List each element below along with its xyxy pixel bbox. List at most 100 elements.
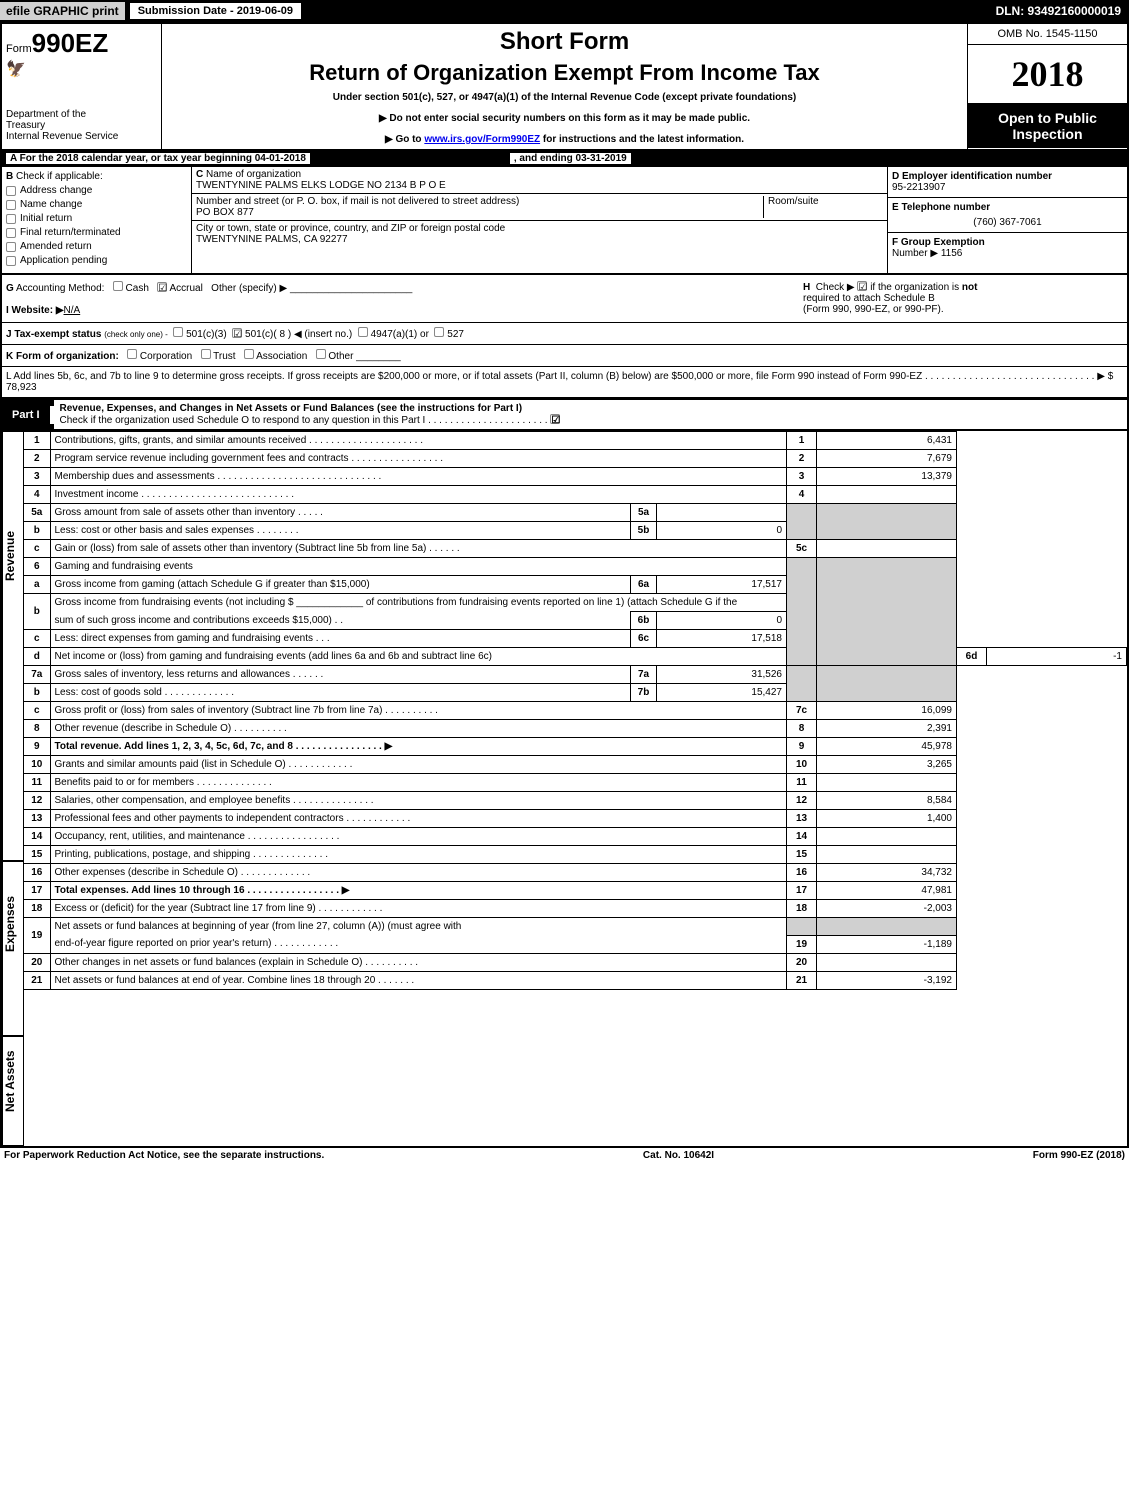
line-13: 13Professional fees and other payments t… xyxy=(24,810,1127,828)
line-18: 18Excess or (deficit) for the year (Subt… xyxy=(24,900,1127,918)
cash-label: Cash xyxy=(126,283,149,294)
line-14: 14Occupancy, rent, utilities, and mainte… xyxy=(24,828,1127,846)
k-other: Other xyxy=(328,351,353,362)
line-10: 10Grants and similar amounts paid (list … xyxy=(24,756,1127,774)
tax-year: 2018 xyxy=(968,45,1127,104)
header-left: Form990EZ 🦅 Department of the Treasury I… xyxy=(2,24,162,149)
line-4: 4Investment income . . . . . . . . . . .… xyxy=(24,486,1127,504)
dept-label-3: Internal Revenue Service xyxy=(6,131,157,142)
do-not-enter-text: Do not enter social security numbers on … xyxy=(389,113,750,124)
h-text1: if the organization is xyxy=(870,282,962,293)
h-not: not xyxy=(962,282,978,293)
website-value: N/A xyxy=(64,305,81,316)
part-1-label: Part I xyxy=(2,406,54,424)
l-text: L Add lines 5b, 6c, and 7b to line 9 to … xyxy=(6,371,1105,382)
line-3: 3Membership dues and assessments . . . .… xyxy=(24,468,1127,486)
section-l: L Add lines 5b, 6c, and 7b to line 9 to … xyxy=(2,367,1127,398)
section-h: H Check ▶ ☑ if the organization is not r… xyxy=(803,281,1123,316)
amended-return-checkbox[interactable] xyxy=(6,242,16,252)
name-change-label: Name change xyxy=(20,199,82,210)
i-label: I Website: ▶ xyxy=(6,305,64,316)
application-pending-checkbox[interactable] xyxy=(6,256,16,266)
line-1: 1Contributions, gifts, grants, and simil… xyxy=(24,432,1127,450)
j-4947-checkbox[interactable] xyxy=(358,327,368,337)
j-o3: 4947(a)(1) or xyxy=(371,329,429,340)
city-label: City or town, state or province, country… xyxy=(196,223,505,234)
h-check-label: Check ▶ xyxy=(816,282,855,293)
g-label: G xyxy=(6,283,14,294)
k-trust-checkbox[interactable] xyxy=(201,349,211,359)
h-label: H xyxy=(803,282,810,293)
addr-label: Number and street (or P. O. box, if mail… xyxy=(196,196,519,207)
accrual-checkbox[interactable]: ☑ xyxy=(157,282,167,292)
j-label: J Tax-exempt status xyxy=(6,329,101,340)
section-a-text: A For the 2018 calendar year, or tax yea… xyxy=(6,153,310,164)
section-a-end: , and ending 03-31-2019 xyxy=(510,153,631,164)
city-value: TWENTYNINE PALMS, CA 92277 xyxy=(196,234,348,245)
line-6: 6Gaming and fundraising events xyxy=(24,558,1127,576)
section-k: K Form of organization: Corporation Trus… xyxy=(2,345,1127,367)
j-501c-checkbox[interactable]: ☑ xyxy=(232,328,242,338)
k-other-checkbox[interactable] xyxy=(316,349,326,359)
arrow-text-1: ▶ Do not enter social security numbers o… xyxy=(172,113,957,124)
submission-date-label: Submission Date - 2019-06-09 xyxy=(129,2,302,20)
org-name: TWENTYNINE PALMS ELKS LODGE NO 2134 B P … xyxy=(196,180,446,191)
cash-checkbox[interactable] xyxy=(113,281,123,291)
k-assoc-checkbox[interactable] xyxy=(244,349,254,359)
check-if-label: Check if applicable: xyxy=(16,171,103,182)
top-bar: efile GRAPHIC print Submission Date - 20… xyxy=(0,0,1129,22)
h-checkbox[interactable]: ☑ xyxy=(857,281,867,291)
name-change-checkbox[interactable] xyxy=(6,200,16,210)
header-center: Short Form Return of Organization Exempt… xyxy=(162,24,967,149)
part-1-header: Part I Revenue, Expenses, and Changes in… xyxy=(2,398,1127,431)
f-label2: Number xyxy=(892,248,930,259)
j-501c3-checkbox[interactable] xyxy=(173,327,183,337)
part-1-title: Revenue, Expenses, and Changes in Net As… xyxy=(60,403,523,414)
line-19-1: 19Net assets or fund balances at beginni… xyxy=(24,918,1127,936)
dept-label-2: Treasury xyxy=(6,120,157,131)
irs-link[interactable]: www.irs.gov/Form990EZ xyxy=(424,134,540,145)
h-text2: required to attach Schedule B xyxy=(803,293,935,304)
k-corp-checkbox[interactable] xyxy=(127,349,137,359)
short-form-title: Short Form xyxy=(172,28,957,56)
c-label: C xyxy=(196,169,203,180)
form-header: Form990EZ 🦅 Department of the Treasury I… xyxy=(2,24,1127,151)
accrual-label: Accrual xyxy=(169,283,202,294)
name-of-org-label: Name of organization xyxy=(206,169,301,180)
revenue-label: Revenue xyxy=(2,431,24,861)
return-title: Return of Organization Exempt From Incom… xyxy=(172,60,957,86)
part1-schedule-o-checkbox[interactable]: ☑ xyxy=(550,414,560,424)
line-17: 17Total expenses. Add lines 10 through 1… xyxy=(24,882,1127,900)
k-assoc: Association xyxy=(256,351,307,362)
line-6b-1: bGross income from fundraising events (n… xyxy=(24,594,1127,612)
addr-value: PO BOX 877 xyxy=(196,207,254,218)
line-6b-2: sum of such gross income and contributio… xyxy=(24,612,1127,630)
part-1-title-block: Revenue, Expenses, and Changes in Net As… xyxy=(54,398,1127,431)
line-8: 8Other revenue (describe in Schedule O) … xyxy=(24,720,1127,738)
header-right: OMB No. 1545-1150 2018 Open to Public In… xyxy=(967,24,1127,149)
section-def: D Employer identification number 95-2213… xyxy=(887,167,1127,273)
amended-return-label: Amended return xyxy=(20,241,92,252)
line-15: 15Printing, publications, postage, and s… xyxy=(24,846,1127,864)
k-label: K Form of organization: xyxy=(6,351,119,362)
form-prefix: Form xyxy=(6,43,32,55)
final-return-checkbox[interactable] xyxy=(6,228,16,238)
initial-return-label: Initial return xyxy=(20,213,72,224)
f-label1: F Group Exemption xyxy=(892,237,985,248)
line-12: 12Salaries, other compensation, and empl… xyxy=(24,792,1127,810)
subtitle: Under section 501(c), 527, or 4947(a)(1)… xyxy=(172,92,957,103)
d-label: D Employer identification number xyxy=(892,171,1052,182)
line-5a: 5aGross amount from sale of assets other… xyxy=(24,504,1127,522)
irs-eagle-icon: 🦅 xyxy=(6,59,157,79)
section-g: G Accounting Method: Cash ☑ Accrual Othe… xyxy=(6,281,803,316)
j-527-checkbox[interactable] xyxy=(434,327,444,337)
application-pending-label: Application pending xyxy=(20,255,107,266)
footer-right: Form 990-EZ (2018) xyxy=(1033,1150,1125,1161)
acct-method-label: Accounting Method: xyxy=(16,283,104,294)
initial-return-checkbox[interactable] xyxy=(6,214,16,224)
address-change-checkbox[interactable] xyxy=(6,186,16,196)
efile-button[interactable]: efile GRAPHIC print xyxy=(0,2,125,20)
form-container: Form990EZ 🦅 Department of the Treasury I… xyxy=(0,22,1129,1148)
goto-post: for instructions and the latest informat… xyxy=(540,134,744,145)
footer: For Paperwork Reduction Act Notice, see … xyxy=(0,1148,1129,1163)
